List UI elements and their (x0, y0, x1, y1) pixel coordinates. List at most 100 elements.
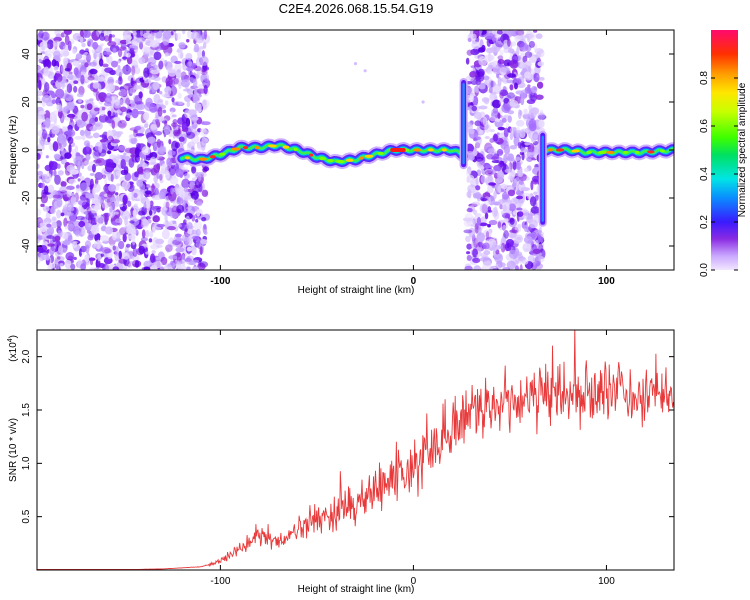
noise-blob (101, 106, 106, 111)
noise-blob (164, 85, 172, 97)
noise-blob (157, 145, 167, 155)
noise-blob (488, 219, 498, 226)
noise-blob (121, 206, 126, 212)
noise-blob (114, 251, 119, 262)
noise-blob (37, 115, 44, 125)
noise-blob (115, 170, 121, 176)
noise-blob (130, 218, 140, 227)
noise-blob (156, 223, 166, 228)
spike-1 (459, 78, 468, 170)
noise-blob (59, 144, 64, 152)
signal-hotspot (548, 148, 553, 152)
noise-blob (37, 163, 40, 170)
noise-blob (53, 36, 63, 42)
noise-blob (171, 97, 175, 103)
noise-blob (176, 197, 184, 205)
noise-blob (484, 135, 490, 140)
noise-blob (80, 207, 85, 214)
noise-blob (120, 158, 126, 170)
noise-blob (524, 142, 531, 146)
noise-blob (197, 172, 202, 182)
noise-blob (517, 109, 522, 120)
noise-blob (507, 189, 516, 197)
noise-blob (155, 118, 160, 123)
noise-blob (57, 133, 63, 144)
noise-blob (181, 128, 189, 132)
noise-blob (129, 220, 135, 224)
signal-hotspot (571, 149, 580, 153)
noise-blob (67, 206, 75, 212)
noise-blob (124, 155, 131, 163)
noise-blob (80, 104, 85, 109)
noise-blob (41, 129, 48, 140)
noise-blob (180, 52, 184, 59)
noise-blob (64, 259, 72, 266)
noise-blob (77, 59, 86, 63)
noise-blob (111, 120, 116, 129)
noise-blob (94, 232, 101, 242)
noise-blob (178, 136, 185, 142)
noise-blob (515, 160, 522, 171)
noise-blob (508, 203, 516, 212)
noise-blob (168, 255, 178, 260)
noise-blob (92, 163, 96, 173)
noise-blob (117, 144, 126, 153)
y-tick-label: -40 (21, 238, 32, 253)
noise-blob (89, 117, 96, 127)
signal-track-segment-2 (538, 142, 674, 161)
noise-blob (478, 241, 482, 248)
noise-blob (162, 109, 167, 114)
noise-blob (186, 61, 194, 69)
stray-point (363, 69, 367, 73)
noise-blob (535, 52, 542, 58)
noise-blob (519, 264, 523, 270)
noise-blob (509, 132, 514, 141)
noise-blob (482, 116, 488, 127)
noise-blob (526, 151, 534, 156)
noise-blob (88, 61, 97, 67)
noise-blob (51, 99, 56, 105)
noise-blob (117, 65, 121, 70)
noise-blob (464, 265, 473, 270)
noise-blob (495, 39, 504, 48)
noise-blob (37, 208, 42, 217)
noise-blob (81, 42, 86, 48)
noise-blob (195, 218, 199, 223)
noise-blob (71, 241, 78, 249)
noise-blob (186, 131, 196, 140)
noise-blob (511, 158, 516, 163)
noise-blob (473, 111, 482, 120)
noise-blob (94, 121, 103, 130)
noise-blob (201, 189, 209, 197)
signal-hotspot (268, 144, 277, 148)
spectrogram-y-label: Frequency (Hz) (8, 116, 19, 185)
noise-blob (178, 224, 182, 228)
noise-blob (168, 167, 176, 176)
noise-blob (136, 103, 143, 110)
noise-blob (49, 111, 56, 123)
noise-blob (100, 253, 105, 257)
noise-blob (60, 107, 70, 113)
noise-blob (497, 126, 506, 131)
noise-blob (193, 220, 203, 231)
signal-hotspot (282, 145, 290, 149)
noise-blob (133, 192, 138, 199)
noise-blob (102, 174, 106, 179)
noise-blob (51, 59, 57, 67)
noise-blob (517, 141, 521, 149)
noise-blob (86, 38, 94, 46)
y-tick-label: 40 (21, 48, 32, 60)
noise-blob (77, 199, 87, 206)
noise-blob (126, 243, 131, 248)
noise-blob (506, 238, 514, 247)
noise-blob (169, 176, 179, 185)
signal-hotspot (219, 152, 226, 156)
noise-blob (142, 162, 148, 170)
noise-blob (493, 190, 497, 200)
noise-blob (190, 190, 199, 200)
noise-blob (103, 213, 110, 223)
noise-blob (89, 257, 94, 266)
noise-blob (181, 30, 186, 35)
noise-blob (106, 83, 116, 93)
